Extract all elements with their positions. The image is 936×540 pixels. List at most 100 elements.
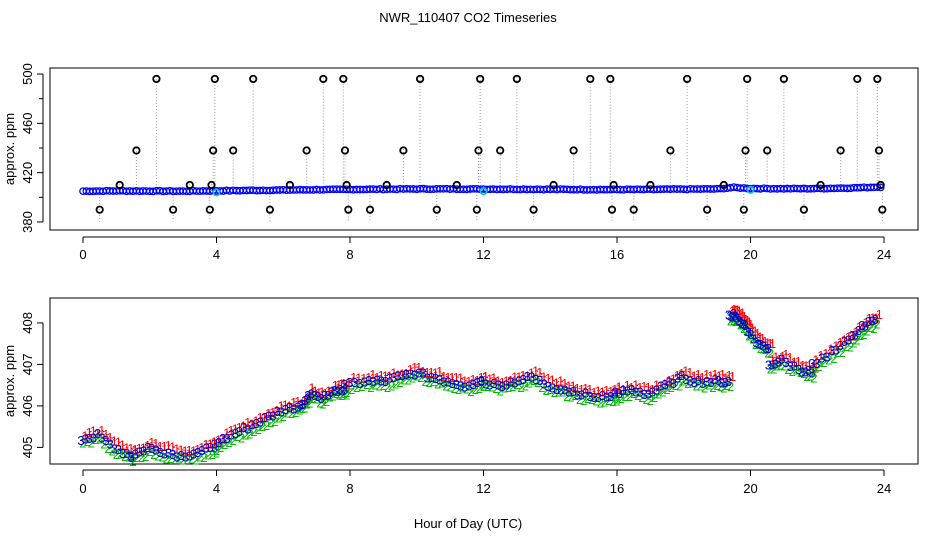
series-1-point: 1: [411, 360, 418, 375]
series-2-point: 2: [100, 436, 107, 451]
series-2-point: 2: [280, 409, 287, 424]
series-2-point: 2: [517, 380, 524, 395]
series-3-line: [214, 397, 309, 444]
series-2-point: 2: [804, 369, 811, 384]
series-3-point: 3: [678, 368, 685, 383]
spike-point: [569, 146, 578, 155]
series-2-point: 2: [113, 447, 120, 462]
spike-point: [836, 146, 845, 155]
series-1-point: 1: [590, 385, 597, 400]
series-3-point: 3: [520, 372, 527, 387]
series-2-point: 2: [740, 321, 747, 336]
series-1-point: 1: [386, 368, 393, 383]
series-1-point: 1: [223, 426, 230, 441]
series-1-point: 1: [474, 373, 481, 388]
series-2-point: 2: [647, 393, 654, 408]
series-3-point: 3: [290, 402, 297, 417]
series-1-point: 1: [119, 438, 126, 453]
series-1-point: 1: [390, 366, 397, 381]
series-1-point: 1: [686, 365, 693, 380]
series-3-point: 3: [102, 433, 109, 448]
series-3-point: 3: [745, 325, 752, 340]
series-1-point: 1: [624, 378, 631, 393]
series-3-point: 3: [299, 397, 306, 412]
series-2-point: 2: [526, 375, 533, 390]
series-3-point: 3: [750, 332, 757, 347]
series-1-point: 1: [252, 413, 259, 428]
spike-point: [205, 205, 214, 214]
spike-point: [799, 205, 809, 214]
series-2-point: 2: [797, 365, 804, 380]
spike-point: [779, 74, 788, 84]
series-3-point: 3: [798, 365, 805, 380]
spike-point: [549, 180, 558, 190]
spike-point: [876, 180, 885, 190]
series-1-point: 1: [382, 369, 389, 384]
series-2-line: [730, 316, 771, 354]
series-2-point: 2: [834, 345, 841, 360]
series-1-point: 1: [127, 441, 134, 456]
series-3-point: 3: [578, 388, 585, 403]
series-1-point: 1: [345, 377, 352, 392]
series-1-point: 1: [856, 319, 863, 334]
series-3-point: 3: [670, 376, 677, 391]
series-1-point: 1: [440, 369, 447, 384]
series-1-point: 1: [106, 430, 113, 445]
series-3-point: 3: [474, 375, 481, 390]
series-2-point: 2: [417, 370, 424, 385]
series-1-point: 1: [161, 439, 168, 454]
series-1-point: 1: [827, 341, 834, 356]
series-2-point: 2: [709, 380, 716, 395]
series-1-point: 1: [318, 385, 325, 400]
series-2-line: [82, 438, 134, 462]
series-1-point: 1: [569, 378, 576, 393]
series-2-point: 2: [825, 353, 832, 368]
series-3-point: 3: [787, 359, 794, 374]
series-3-point: 3: [549, 381, 556, 396]
series-3-point: 3: [674, 371, 681, 386]
series-3-point: 3: [440, 374, 447, 389]
series-2-line: [770, 364, 815, 379]
series-3-point: 3: [165, 446, 172, 461]
series-3-point: 3: [699, 376, 706, 391]
series-2-line: [813, 323, 878, 372]
series-3-line: [768, 358, 813, 374]
spike-point: [606, 74, 615, 84]
series-3-point: 3: [653, 382, 660, 397]
series-2-point: 2: [684, 376, 691, 391]
series-3-point: 3: [211, 436, 218, 451]
series-2-point: 2: [705, 378, 712, 393]
series-3-point: 3: [762, 341, 769, 356]
series-2-point: 2: [459, 380, 466, 395]
series-1-point: 1: [173, 442, 180, 457]
x-tick-label-bottom: 0: [79, 481, 86, 496]
spike-point: [853, 74, 862, 84]
series-3-line: [344, 371, 482, 388]
series-2-point: 2: [522, 379, 529, 394]
series-3-point: 3: [645, 387, 652, 402]
series-3-point: 3: [169, 447, 176, 462]
series-1-point: 1: [795, 354, 802, 369]
series-2-point: 2: [150, 447, 157, 462]
series-2-point: 2: [455, 382, 462, 397]
x-tick-label-bottom: 20: [743, 481, 757, 496]
series-3-point: 3: [265, 409, 272, 424]
series-2-point: 2: [820, 355, 827, 370]
series-1-point: 1: [407, 362, 414, 377]
series-1-point: 1: [428, 365, 435, 380]
series-3-point: 3: [461, 380, 468, 395]
series-2-point: 2: [789, 364, 796, 379]
series-3-point: 3: [177, 448, 184, 463]
series-2-point: 2: [380, 378, 387, 393]
series-3-point: 3: [590, 390, 597, 405]
series-3-point: 3: [725, 374, 732, 389]
series-1-point: 1: [544, 371, 551, 386]
series-3-point: 3: [132, 447, 139, 462]
series-3-point: 3: [173, 450, 180, 465]
series-3-point: 3: [532, 372, 539, 387]
series-2-point: 2: [860, 327, 867, 342]
series-1-point: 1: [661, 377, 668, 392]
series-2-point: 2: [275, 411, 282, 426]
series-1-point: 1: [699, 370, 706, 385]
series-3-point: 3: [369, 374, 376, 389]
